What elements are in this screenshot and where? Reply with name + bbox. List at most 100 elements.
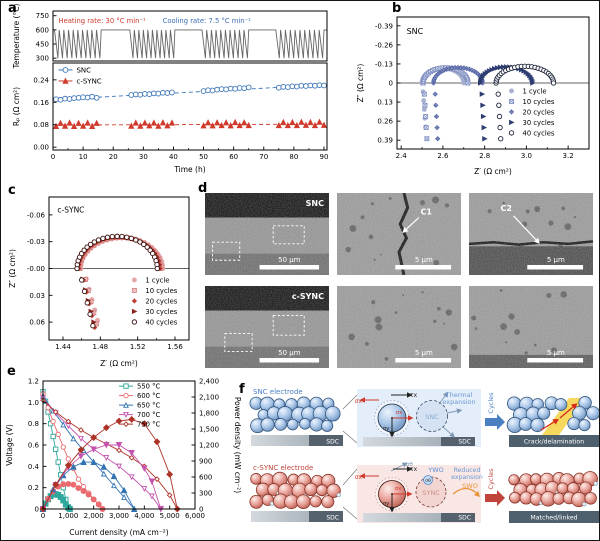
svg-text:-0.39: -0.39	[375, 22, 393, 30]
svg-text:30 cycles: 30 cycles	[523, 119, 555, 127]
svg-text:600 °C: 600 °C	[137, 392, 161, 400]
svg-text:0.13: 0.13	[377, 99, 393, 107]
sem-sample-label: c-SYNC	[292, 292, 324, 301]
scale-bar-label: 5 μm	[415, 349, 433, 357]
svg-text:300: 300	[36, 55, 49, 63]
svg-text:Z″ (Ω cm²): Z″ (Ω cm²)	[8, 249, 17, 288]
svg-text:40 cycles: 40 cycles	[145, 318, 177, 326]
scale-bar-label: 5 μm	[547, 349, 565, 357]
swo-label: SWO	[462, 482, 478, 490]
scale-bar-label: 50 μm	[278, 256, 301, 264]
svg-text:70: 70	[259, 153, 268, 161]
svg-text:0.24: 0.24	[33, 76, 49, 84]
svg-text:0.2: 0.2	[28, 484, 39, 492]
svg-text:Power density (mW cm⁻²): Power density (mW cm⁻²)	[233, 397, 242, 493]
svg-text:2.4: 2.4	[396, 152, 408, 160]
svg-text:300: 300	[199, 490, 212, 498]
svg-text:Voltage (V): Voltage (V)	[5, 424, 14, 466]
svg-text:40 cycles: 40 cycles	[523, 129, 555, 137]
svg-text:1.2: 1.2	[28, 378, 39, 386]
sem-csync-zoom-1: 5 μm	[337, 286, 461, 368]
svg-text:0.26: 0.26	[377, 118, 393, 126]
thermal-expansion-label: expansion	[442, 398, 475, 406]
svg-text:1.0: 1.0	[28, 399, 39, 407]
sigma-theta-label: σθ	[425, 478, 431, 484]
svg-text:1.52: 1.52	[130, 343, 146, 351]
svg-text:2.8: 2.8	[479, 152, 490, 160]
snc-electrode-label: SNC electrode	[253, 388, 303, 396]
svg-text:SNC: SNC	[407, 27, 424, 36]
scale-bar-label: 50 μm	[278, 349, 301, 357]
sem-sample-label: SNC	[306, 199, 324, 208]
panel-label-b: b	[392, 1, 402, 16]
snc-particle-label: SNC	[425, 413, 439, 421]
svg-text:Heating rate: 30 °C min⁻¹: Heating rate: 30 °C min⁻¹	[58, 17, 146, 25]
svg-text:1,000: 1,000	[58, 512, 78, 520]
svg-text:Z″ (Ω cm²): Z″ (Ω cm²)	[356, 64, 365, 103]
crack-delamination-label: Crack/delamination	[524, 439, 584, 446]
svg-text:30: 30	[139, 153, 148, 161]
svg-text:c-SYNC: c-SYNC	[76, 77, 101, 85]
csync-electrode-label: c-SYNC electrode	[253, 464, 313, 472]
sem-snc-crack-c1: C1 5 μm	[337, 193, 461, 275]
svg-text:-0.03: -0.03	[27, 238, 45, 246]
svg-text:Z′ (Ω cm²): Z′ (Ω cm²)	[474, 167, 512, 176]
sem-csync-zoom-2: 5 μm	[469, 286, 593, 368]
crack-annotation: C2	[500, 204, 511, 213]
svg-text:1,200: 1,200	[199, 442, 219, 450]
svg-text:750 °C: 750 °C	[137, 421, 161, 429]
sem-csync-cross-section: c-SYNC 50 μm	[205, 286, 329, 368]
svg-text:0.8: 0.8	[28, 420, 39, 428]
panel-a-temperature-chart: 300 450 600 750 Temperature (°C) Heating rate…	[12, 4, 328, 69]
svg-text:700 °C: 700 °C	[137, 411, 161, 419]
svg-text:0: 0	[199, 506, 203, 514]
panel-a-rp-chart: 0 10 20 30 40 50 60 70 80 90 0.00 0.08 0.16 0.24 Time …	[12, 62, 328, 174]
svg-text:20 cycles: 20 cycles	[523, 108, 555, 116]
svg-text:-0.06: -0.06	[27, 211, 46, 219]
panel-label-d: d	[198, 181, 208, 196]
svg-text:0: 0	[41, 512, 45, 520]
sem-snc-cross-section: SNC 50 μm	[205, 193, 329, 275]
svg-text:Temperature (°C): Temperature (°C)	[12, 4, 21, 70]
svg-text:2.6: 2.6	[437, 152, 449, 160]
panel-b-nyquist-snc-chart: 2.4 2.6 2.8 3.0 3.2 -0.39 -0.26 -0.13 0 0.13 0.26 0…	[356, 16, 590, 176]
crack-annotation: C1	[421, 207, 433, 216]
scale-bar-label: 5 μm	[415, 256, 433, 264]
panel-label-f: f	[239, 382, 245, 397]
svg-text:30 cycles: 30 cycles	[145, 308, 177, 316]
svg-text:0.06: 0.06	[29, 319, 45, 327]
cycles-label: Cycles	[487, 468, 495, 490]
svg-text:4,000: 4,000	[134, 512, 154, 520]
svg-text:0.08: 0.08	[33, 121, 49, 129]
svg-text:Rₚ (Ω cm²): Rₚ (Ω cm²)	[12, 87, 21, 126]
svg-text:SNC: SNC	[76, 66, 91, 74]
panel-e-iv-power-chart: 0 1,000 2,000 3,000 4,000 5,000 6,00000.20.40.…	[5, 378, 242, 538]
svg-text:0.4: 0.4	[28, 463, 40, 471]
svg-text:Cooling rate: 7.5 °C min⁻¹: Cooling rate: 7.5 °C min⁻¹	[163, 17, 252, 25]
svg-text:1.48: 1.48	[93, 343, 109, 351]
svg-text:20 cycles: 20 cycles	[145, 297, 177, 305]
sdc-label: SDC	[326, 439, 339, 446]
sigma-x-label: σx	[355, 474, 363, 481]
thermal-expansion-label: Thermal	[445, 391, 473, 399]
svg-text:0.39: 0.39	[377, 137, 393, 145]
sigma-x-label: σx	[396, 410, 403, 416]
svg-text:0: 0	[35, 506, 39, 514]
svg-text:1 cycle: 1 cycle	[145, 276, 169, 284]
svg-text:Time (h): Time (h)	[173, 165, 205, 174]
matched-linked-label: Matched/linked	[530, 515, 577, 522]
svg-text:10 cycles: 10 cycles	[145, 287, 177, 295]
svg-text:600: 600	[199, 474, 212, 482]
svg-text:0: 0	[389, 80, 393, 88]
svg-text:80: 80	[289, 153, 298, 161]
svg-text:0.16: 0.16	[33, 99, 49, 107]
sem-snc-interface-c2: C2 5 μm	[469, 193, 593, 275]
svg-text:0.00: 0.00	[33, 144, 49, 152]
svg-text:2,000: 2,000	[84, 512, 104, 520]
svg-text:-0.00: -0.00	[27, 265, 45, 273]
svg-text:10: 10	[79, 153, 88, 161]
svg-text:Z′ (Ω cm²): Z′ (Ω cm²)	[100, 359, 138, 368]
panel-label-c: c	[8, 183, 16, 198]
sync-particle-label: SYNC	[422, 489, 440, 497]
